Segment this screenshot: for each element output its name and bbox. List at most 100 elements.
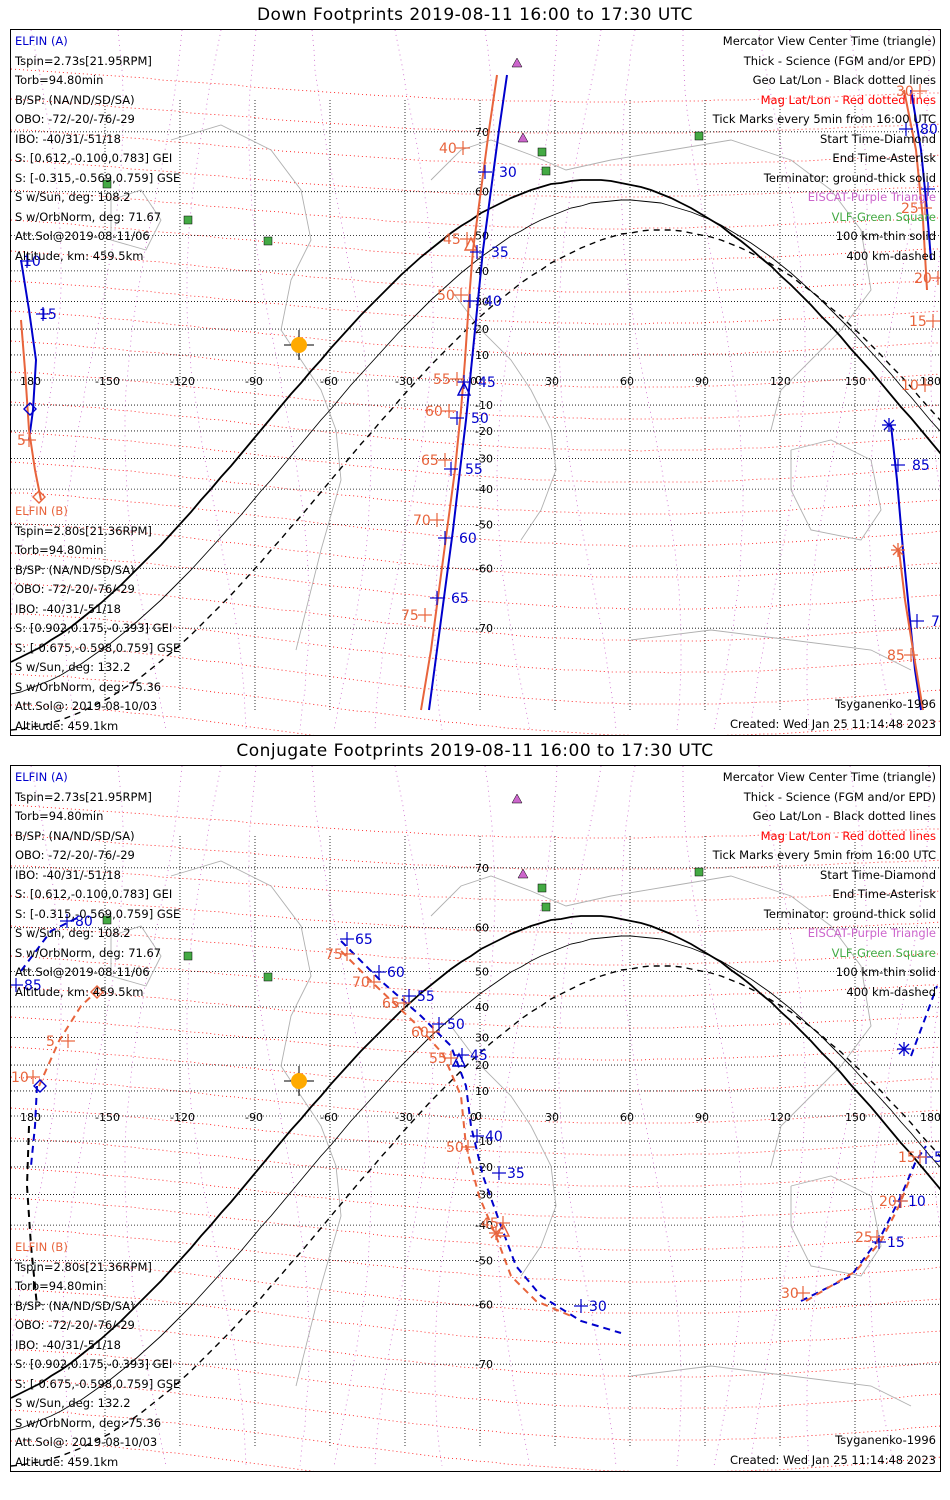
elfin-a-tick-label: 45: [470, 1048, 488, 1064]
elfin-a-tick-label: 5: [934, 1150, 941, 1166]
lat-tick-label: -10: [475, 399, 493, 412]
mag-lat-line: [11, 219, 940, 261]
lon-tick-label: -30: [395, 1111, 413, 1124]
elfin-b-line: S w/OrbNorm, deg: 75.36: [15, 679, 162, 694]
elfin-b-line: S w/Sun, deg: 132.2: [15, 660, 131, 674]
elfin-b-info: ELFIN (B) Tspin=2.80s[21.36RPM] Torb=94.…: [15, 502, 180, 735]
elfin-b-tick-label: 15: [909, 314, 927, 330]
map-frame: 180 -150 -120 -90 -60 -30 0 30 60 90 120 150 180 70 60…: [10, 765, 941, 1472]
vlf-square-icon: [694, 131, 704, 141]
legend-item: 100 km-thin solid: [835, 965, 936, 979]
mag-lat-line: [11, 1409, 940, 1471]
lat-tick-label: -60: [475, 1298, 493, 1311]
elfin-b-tick-label: 30: [896, 84, 914, 100]
mag-lat-line: [11, 865, 940, 902]
elfin-a-label: ELFIN (A): [15, 770, 68, 784]
terminator-ground: [11, 179, 940, 663]
elfin-a-tick-label: 15: [39, 307, 57, 323]
elfin-a-track: [800, 1145, 927, 1302]
legend-item: Thick - Science (FGM and/or EPD): [743, 789, 936, 804]
lat-tick-label: 50: [475, 965, 489, 978]
coastline: [430, 139, 872, 431]
lat-tick-label: -70: [475, 622, 493, 635]
legend-item: VLF-Green Square: [831, 209, 936, 224]
elfin-b-line: Att.Sol@: 2019-08-10/03: [15, 1435, 158, 1449]
elfin-a-tick-label: 80: [920, 122, 938, 138]
eiscat-triangle-icon: [517, 132, 529, 143]
elfin-a-tick-label: 50: [471, 411, 489, 427]
coastline: [450, 1025, 557, 1277]
elfin-a-tick-label: 60: [387, 965, 405, 981]
elfin-a-tick-label: 75: [931, 614, 941, 630]
terminator-ground: [11, 915, 940, 1399]
created-label: Created: Wed Jan 25 11:14:48 2023: [729, 717, 936, 731]
legend-item: Geo Lat/Lon - Black dotted lines: [752, 809, 936, 823]
lat-tick-label: -40: [475, 1219, 493, 1232]
lon-tick-label: -150: [95, 1111, 120, 1124]
elfin-b-line: Tspin=2.80s[21.36RPM]: [15, 523, 152, 538]
elfin-a-track: [20, 259, 38, 441]
legend-item: Mercator View Center Time (triangle): [722, 34, 936, 48]
vlf-square-icon: [102, 915, 112, 925]
elfin-a-line: B/SP: (NA/ND/SD/SA): [15, 828, 135, 843]
elfin-a-tick-label: 30: [499, 165, 517, 181]
lon-tick-label: -150: [95, 375, 120, 388]
elfin-a-tick-label: 65: [355, 932, 373, 948]
legend-item: End Time-Asterisk: [832, 887, 936, 901]
elfin-a-tick-label: 55: [465, 462, 483, 478]
model-label: Tsyganenko-1996: [835, 697, 936, 711]
elfin-b-line: Tspin=2.80s[21.36RPM]: [15, 1259, 152, 1274]
lat-tick-label: -60: [475, 562, 493, 575]
lon-tick-label: -60: [320, 375, 338, 388]
panel-title: Down Footprints 2019-08-11 16:00 to 17:3…: [256, 5, 694, 25]
mag-lat-line: [11, 834, 940, 870]
mag-lon-line: [749, 30, 806, 731]
elfin-a-tick-label: 50: [447, 1017, 465, 1033]
lat-tick-label: 0: [475, 1110, 482, 1123]
mag-lat-line: [11, 986, 940, 1029]
panel-title: Conjugate Footprints 2019-08-11 16:00 to…: [236, 741, 714, 761]
elfin-a-line: OBO: -72/-20/-76/-29: [15, 848, 135, 862]
vlf-square-icon: [537, 883, 547, 893]
coastline: [450, 289, 557, 541]
mag-lat-line: [11, 955, 940, 997]
lon-tick-label: 180: [920, 375, 941, 388]
elfin-a-line: S w/OrbNorm, deg: 71.67: [15, 209, 162, 224]
elfin-a-track: [910, 985, 938, 1057]
elfin-b-tick-label: 70: [413, 513, 431, 529]
start-diamond-icon: [33, 1079, 47, 1093]
elfin-b-label: ELFIN (B): [15, 1240, 68, 1254]
legend-item: Thick - Science (FGM and/or EPD): [743, 53, 936, 68]
lon-tick-label: 180: [20, 1111, 41, 1124]
elfin-b-tick-label: 55: [429, 1051, 447, 1067]
legend-item: EISCAT-Purple Triangle: [807, 926, 936, 940]
elfin-b-track: [38, 990, 98, 1087]
lat-tick-label: 40: [475, 265, 489, 278]
eiscat-triangle-icon: [517, 868, 529, 879]
vlf-square-icon: [541, 166, 551, 176]
lon-tick-label: 180: [920, 1111, 941, 1124]
lon-tick-label: 120: [770, 375, 791, 388]
mag-lon-line: [374, 30, 434, 731]
elfin-a-tick-label: 35: [507, 1166, 525, 1182]
legend-item: End Time-Asterisk: [832, 151, 936, 165]
elfin-a-tick-label: 45: [478, 375, 496, 391]
elfin-b-line: Altitude: 459.1km: [15, 1454, 119, 1469]
legend-item: 100 km-thin solid: [835, 229, 936, 243]
elfin-a-info: ELFIN (A) Tspin=2.73s[21.95RPM] Torb=94.…: [15, 32, 180, 266]
terminator-400km: [25, 1125, 38, 1307]
elfin-b-line: IBO: -40/31/-51/18: [15, 601, 121, 616]
elfin-a-tick-label: 10: [908, 1194, 926, 1210]
elfin-b-tick-label: 60: [425, 404, 443, 420]
elfin-a-line: Att.Sol@2019-08-11/06: [15, 965, 150, 979]
elfin-b-tick-label: 65: [421, 453, 439, 469]
mag-lat-line: [11, 673, 940, 735]
elfin-a-line: Altitude, km: 459.5km: [15, 248, 144, 263]
elfin-a-label: ELFIN (A): [15, 34, 68, 48]
lat-tick-label: 70: [475, 126, 489, 139]
elfin-b-track: [340, 950, 572, 1317]
lon-tick-label: 30: [545, 375, 559, 388]
elfin-a-line: IBO: -40/31/-51/18: [15, 131, 121, 146]
center-time-triangle-icon: [495, 1222, 511, 1237]
elfin-b-tick-label: 65: [382, 996, 400, 1012]
